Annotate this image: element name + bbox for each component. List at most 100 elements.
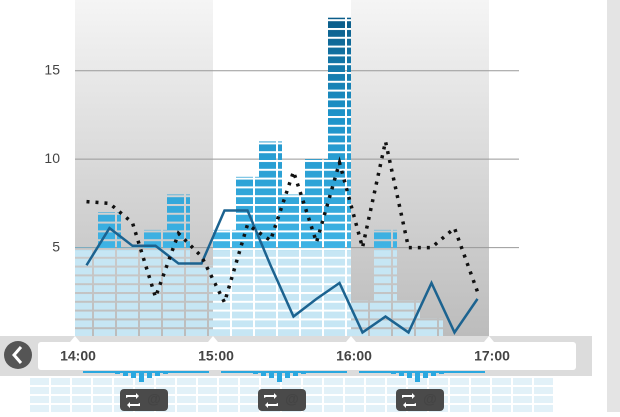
x-tick-label: 16:00 xyxy=(336,348,372,364)
mini-cell xyxy=(387,387,406,394)
mini-bar xyxy=(155,372,160,376)
mini-cell xyxy=(198,378,217,385)
mini-cell xyxy=(198,405,217,412)
mini-cell xyxy=(30,378,49,385)
mini-cell xyxy=(240,387,259,394)
bar xyxy=(305,159,328,336)
mini-cell xyxy=(492,387,511,394)
mini-bar xyxy=(131,372,136,378)
bar xyxy=(75,247,98,336)
y-tick-label: 5 xyxy=(52,238,60,254)
mini-cell xyxy=(324,405,343,412)
mini-cell xyxy=(93,396,112,403)
mini-cell xyxy=(93,405,112,412)
mini-cell xyxy=(30,396,49,403)
mini-cell xyxy=(177,396,196,403)
mini-cell xyxy=(177,405,196,412)
mini-cell xyxy=(303,405,322,412)
annotation: @ xyxy=(147,391,161,407)
hour-band xyxy=(351,0,489,336)
mini-cell xyxy=(303,387,322,394)
retweet-icon[interactable]: @ xyxy=(396,389,444,411)
mini-cell xyxy=(366,396,385,403)
mini-cell xyxy=(366,387,385,394)
x-tick-label: 17:00 xyxy=(474,348,510,364)
mini-bar xyxy=(423,372,428,378)
mini-cell xyxy=(345,387,364,394)
mini-cell xyxy=(534,387,553,394)
back-button[interactable] xyxy=(4,341,32,369)
retweet-icon[interactable]: @ xyxy=(258,389,306,411)
mini-cell xyxy=(51,396,70,403)
mini-cell xyxy=(387,378,406,385)
bar xyxy=(167,194,190,336)
mini-cell xyxy=(513,378,532,385)
mini-bar xyxy=(293,372,298,376)
mini-bar xyxy=(115,372,120,374)
bar xyxy=(374,229,397,336)
mini-bar xyxy=(431,372,436,376)
mini-cell xyxy=(282,378,301,385)
mini-cell xyxy=(93,378,112,385)
mini-cell xyxy=(219,378,238,385)
mini-cell xyxy=(303,396,322,403)
tick-pointer xyxy=(208,336,218,342)
mini-bar xyxy=(277,372,282,382)
bar xyxy=(190,265,213,336)
bar xyxy=(213,229,236,336)
mini-bar xyxy=(253,372,258,374)
y-tick-label: 15 xyxy=(44,61,60,77)
bar xyxy=(98,212,121,336)
mini-cell xyxy=(471,387,490,394)
mini-bar xyxy=(139,372,144,382)
mini-cell xyxy=(240,378,259,385)
mini-cell xyxy=(324,387,343,394)
retweet-glyph xyxy=(126,393,140,408)
x-tick-label: 15:00 xyxy=(198,348,234,364)
mini-cell xyxy=(93,387,112,394)
mini-bar xyxy=(285,372,290,378)
bar xyxy=(282,194,305,336)
retweet-icon[interactable]: @ xyxy=(120,389,168,411)
mini-bar xyxy=(301,372,306,374)
mini-cell xyxy=(492,405,511,412)
mini-cell xyxy=(177,378,196,385)
mini-bar xyxy=(439,372,444,374)
mini-cell xyxy=(492,396,511,403)
mini-bar xyxy=(399,372,404,376)
retweet-glyph xyxy=(264,393,278,408)
mini-cell xyxy=(450,396,469,403)
scrollbar[interactable] xyxy=(607,0,620,412)
mini-bar xyxy=(147,372,152,378)
bar xyxy=(328,17,351,337)
mini-bar xyxy=(415,372,420,382)
mini-cell xyxy=(177,387,196,394)
mini-cell xyxy=(345,405,364,412)
mini-cell xyxy=(429,378,448,385)
mini-cell xyxy=(219,396,238,403)
mini-bar xyxy=(269,372,274,378)
mini-cell xyxy=(30,405,49,412)
mini-cell xyxy=(51,405,70,412)
mini-cell xyxy=(324,396,343,403)
mini-cell xyxy=(219,387,238,394)
mini-cell xyxy=(513,396,532,403)
timeline-bar xyxy=(38,342,576,370)
mini-cell xyxy=(492,378,511,385)
mini-cell xyxy=(345,378,364,385)
mini-cell xyxy=(30,387,49,394)
mini-cell xyxy=(534,378,553,385)
mini-cell xyxy=(366,405,385,412)
mini-bar xyxy=(163,372,168,374)
mini-cell xyxy=(114,378,133,385)
bar xyxy=(420,318,443,336)
retweet-glyph xyxy=(402,393,416,408)
mini-cell xyxy=(471,378,490,385)
bar xyxy=(121,247,144,336)
mini-cell xyxy=(72,387,91,394)
annotation: @ xyxy=(285,391,299,407)
mini-bar xyxy=(261,372,266,376)
tick-pointer xyxy=(484,336,494,342)
mini-cell xyxy=(72,396,91,403)
